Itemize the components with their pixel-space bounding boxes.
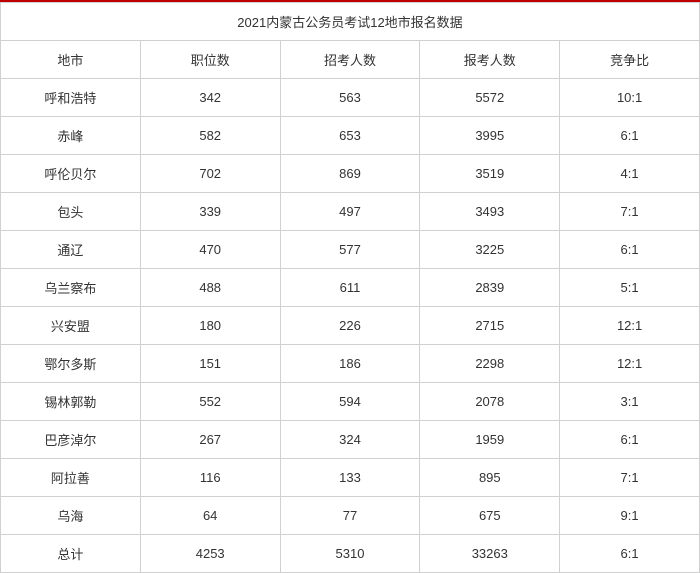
table-cell: 5:1 <box>560 269 700 307</box>
table-row: 呼和浩特342563557210:1 <box>1 79 700 117</box>
table-row: 鄂尔多斯151186229812:1 <box>1 345 700 383</box>
table-cell: 133 <box>280 459 420 497</box>
table-cell: 呼和浩特 <box>1 79 141 117</box>
table-title: 2021内蒙古公务员考试12地市报名数据 <box>1 3 700 41</box>
table-row: 呼伦贝尔70286935194:1 <box>1 155 700 193</box>
table-cell: 3519 <box>420 155 560 193</box>
table-header-row: 地市 职位数 招考人数 报考人数 竞争比 <box>1 41 700 79</box>
registration-data-table: 2021内蒙古公务员考试12地市报名数据 地市 职位数 招考人数 报考人数 竞争… <box>0 2 700 573</box>
data-table-container: 2021内蒙古公务员考试12地市报名数据 地市 职位数 招考人数 报考人数 竞争… <box>0 0 700 573</box>
table-cell: 6:1 <box>560 117 700 155</box>
table-cell: 6:1 <box>560 421 700 459</box>
column-header-positions: 职位数 <box>140 41 280 79</box>
table-cell: 3995 <box>420 117 560 155</box>
table-cell: 赤峰 <box>1 117 141 155</box>
table-cell: 339 <box>140 193 280 231</box>
table-cell: 577 <box>280 231 420 269</box>
table-cell: 1959 <box>420 421 560 459</box>
table-row: 锡林郭勒55259420783:1 <box>1 383 700 421</box>
table-cell: 869 <box>280 155 420 193</box>
table-cell: 9:1 <box>560 497 700 535</box>
table-cell: 267 <box>140 421 280 459</box>
column-header-recruit: 招考人数 <box>280 41 420 79</box>
table-cell: 186 <box>280 345 420 383</box>
table-row: 巴彦淖尔26732419596:1 <box>1 421 700 459</box>
table-cell: 563 <box>280 79 420 117</box>
table-cell: 12:1 <box>560 307 700 345</box>
table-row: 包头33949734937:1 <box>1 193 700 231</box>
table-cell: 5572 <box>420 79 560 117</box>
table-cell: 702 <box>140 155 280 193</box>
table-row: 乌海64776759:1 <box>1 497 700 535</box>
column-header-ratio: 竞争比 <box>560 41 700 79</box>
table-cell: 锡林郭勒 <box>1 383 141 421</box>
table-cell: 77 <box>280 497 420 535</box>
table-cell: 151 <box>140 345 280 383</box>
column-header-applicants: 报考人数 <box>420 41 560 79</box>
table-cell: 7:1 <box>560 459 700 497</box>
table-cell: 12:1 <box>560 345 700 383</box>
table-cell: 鄂尔多斯 <box>1 345 141 383</box>
table-cell: 兴安盟 <box>1 307 141 345</box>
table-cell: 611 <box>280 269 420 307</box>
table-row: 乌兰察布48861128395:1 <box>1 269 700 307</box>
table-cell: 通辽 <box>1 231 141 269</box>
table-title-row: 2021内蒙古公务员考试12地市报名数据 <box>1 3 700 41</box>
table-cell: 包头 <box>1 193 141 231</box>
table-cell: 594 <box>280 383 420 421</box>
table-cell: 6:1 <box>560 231 700 269</box>
table-body: 2021内蒙古公务员考试12地市报名数据 地市 职位数 招考人数 报考人数 竞争… <box>1 3 700 573</box>
table-cell: 阿拉善 <box>1 459 141 497</box>
table-cell: 4:1 <box>560 155 700 193</box>
table-row: 阿拉善1161338957:1 <box>1 459 700 497</box>
table-cell: 3493 <box>420 193 560 231</box>
table-cell: 116 <box>140 459 280 497</box>
table-cell: 497 <box>280 193 420 231</box>
table-cell: 895 <box>420 459 560 497</box>
table-cell: 2298 <box>420 345 560 383</box>
table-cell: 552 <box>140 383 280 421</box>
table-cell: 653 <box>280 117 420 155</box>
table-cell: 乌兰察布 <box>1 269 141 307</box>
table-cell: 470 <box>140 231 280 269</box>
table-cell: 675 <box>420 497 560 535</box>
table-cell: 7:1 <box>560 193 700 231</box>
table-cell: 乌海 <box>1 497 141 535</box>
table-cell: 342 <box>140 79 280 117</box>
table-row: 通辽47057732256:1 <box>1 231 700 269</box>
table-cell: 582 <box>140 117 280 155</box>
table-cell: 64 <box>140 497 280 535</box>
table-cell: 呼伦贝尔 <box>1 155 141 193</box>
table-cell: 488 <box>140 269 280 307</box>
table-cell: 3:1 <box>560 383 700 421</box>
table-cell: 3225 <box>420 231 560 269</box>
table-cell: 巴彦淖尔 <box>1 421 141 459</box>
column-header-city: 地市 <box>1 41 141 79</box>
table-cell: 10:1 <box>560 79 700 117</box>
table-row: 兴安盟180226271512:1 <box>1 307 700 345</box>
table-cell: 324 <box>280 421 420 459</box>
table-cell: 180 <box>140 307 280 345</box>
table-cell: 2078 <box>420 383 560 421</box>
table-row: 赤峰58265339956:1 <box>1 117 700 155</box>
table-cell: 2715 <box>420 307 560 345</box>
table-cell: 2839 <box>420 269 560 307</box>
table-cell: 226 <box>280 307 420 345</box>
